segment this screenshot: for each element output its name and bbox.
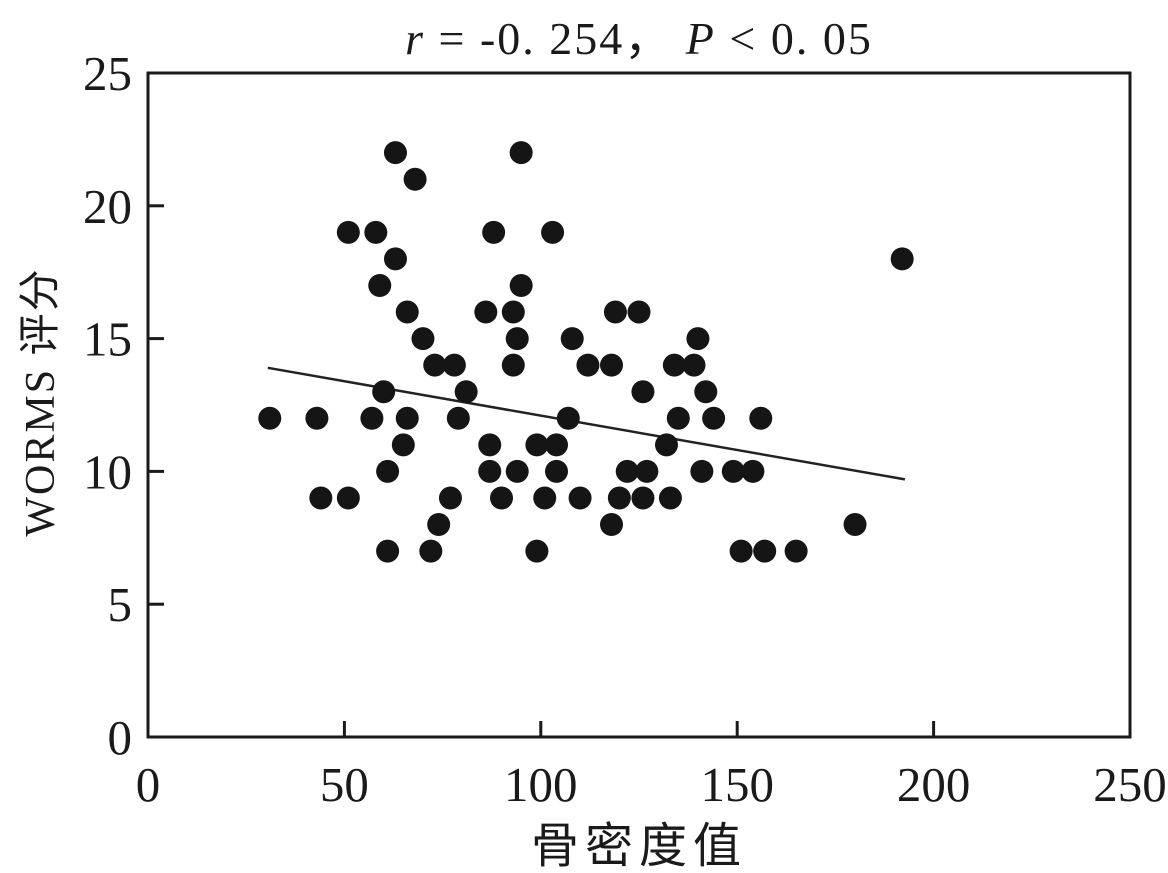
data-point: [890, 247, 914, 271]
data-point: [525, 433, 549, 457]
x-tick-label: 200: [897, 757, 971, 812]
y-axis-label: WORMS 评分: [18, 267, 64, 537]
data-point: [376, 459, 400, 483]
data-point: [309, 486, 333, 510]
title-segment: < 0. 05: [715, 13, 873, 64]
y-tick-label: 15: [83, 312, 132, 367]
data-point: [474, 300, 498, 324]
data-point: [729, 539, 753, 563]
data-point: [576, 353, 600, 377]
data-point: [753, 539, 777, 563]
data-point: [454, 380, 478, 404]
title-segment: r: [405, 13, 426, 64]
data-point: [364, 220, 388, 244]
data-point: [501, 300, 525, 324]
data-point: [658, 486, 682, 510]
data-point: [694, 380, 718, 404]
data-point: [525, 539, 549, 563]
x-tick-label: 0: [136, 757, 161, 812]
data-point: [635, 459, 659, 483]
data-point: [403, 167, 427, 191]
data-point: [662, 353, 686, 377]
data-point: [395, 406, 419, 430]
data-point: [383, 247, 407, 271]
data-point: [395, 300, 419, 324]
data-point: [600, 513, 624, 537]
data-point: [442, 353, 466, 377]
data-point: [600, 353, 624, 377]
data-point: [427, 513, 451, 537]
data-point: [721, 459, 745, 483]
data-point: [383, 141, 407, 165]
data-point: [423, 353, 447, 377]
data-point: [749, 406, 773, 430]
data-point: [702, 406, 726, 430]
data-point: [336, 486, 360, 510]
title-segment: = -0. 254，: [425, 13, 686, 64]
data-point: [509, 141, 533, 165]
data-point: [305, 406, 329, 430]
data-point: [666, 406, 690, 430]
data-point: [368, 273, 392, 297]
y-tick-label: 0: [108, 710, 133, 765]
data-point: [556, 406, 580, 430]
data-point: [741, 459, 765, 483]
data-point: [505, 327, 529, 351]
x-tick-label: 150: [700, 757, 774, 812]
data-point: [391, 433, 415, 457]
x-tick-label: 250: [1093, 757, 1167, 812]
data-point: [438, 486, 462, 510]
chart-title: r = -0. 254， P < 0. 05: [148, 2, 1130, 68]
y-tick-label: 25: [83, 46, 132, 101]
data-point: [784, 539, 808, 563]
data-point: [545, 433, 569, 457]
data-point: [446, 406, 470, 430]
data-point: [419, 539, 443, 563]
title-segment: P: [685, 13, 716, 64]
data-point: [615, 459, 639, 483]
data-point: [690, 459, 714, 483]
x-tick-label: 50: [320, 757, 369, 812]
data-point: [627, 300, 651, 324]
y-tick-label: 20: [83, 179, 132, 234]
data-point: [607, 486, 631, 510]
data-point: [682, 353, 706, 377]
data-point: [533, 486, 557, 510]
data-point: [686, 327, 710, 351]
data-point: [541, 220, 565, 244]
data-point: [258, 406, 282, 430]
data-point: [336, 220, 360, 244]
data-point: [482, 220, 506, 244]
x-tick-label: 100: [504, 757, 578, 812]
data-point: [478, 433, 502, 457]
data-point: [360, 406, 384, 430]
data-point: [372, 380, 396, 404]
data-point: [490, 486, 514, 510]
data-point: [654, 433, 678, 457]
data-point: [568, 486, 592, 510]
data-point: [603, 300, 627, 324]
data-point: [631, 380, 655, 404]
data-point: [478, 459, 502, 483]
data-point: [545, 459, 569, 483]
data-point: [376, 539, 400, 563]
y-tick-label: 5: [108, 577, 133, 632]
data-point: [631, 486, 655, 510]
data-point: [509, 273, 533, 297]
data-point: [505, 459, 529, 483]
x-axis-label: 骨密度值: [530, 820, 747, 873]
plot-frame: [146, 71, 1132, 739]
data-point: [501, 353, 525, 377]
y-tick-label: 10: [83, 444, 132, 499]
data-point: [843, 513, 867, 537]
data-point: [411, 327, 435, 351]
data-point: [560, 327, 584, 351]
